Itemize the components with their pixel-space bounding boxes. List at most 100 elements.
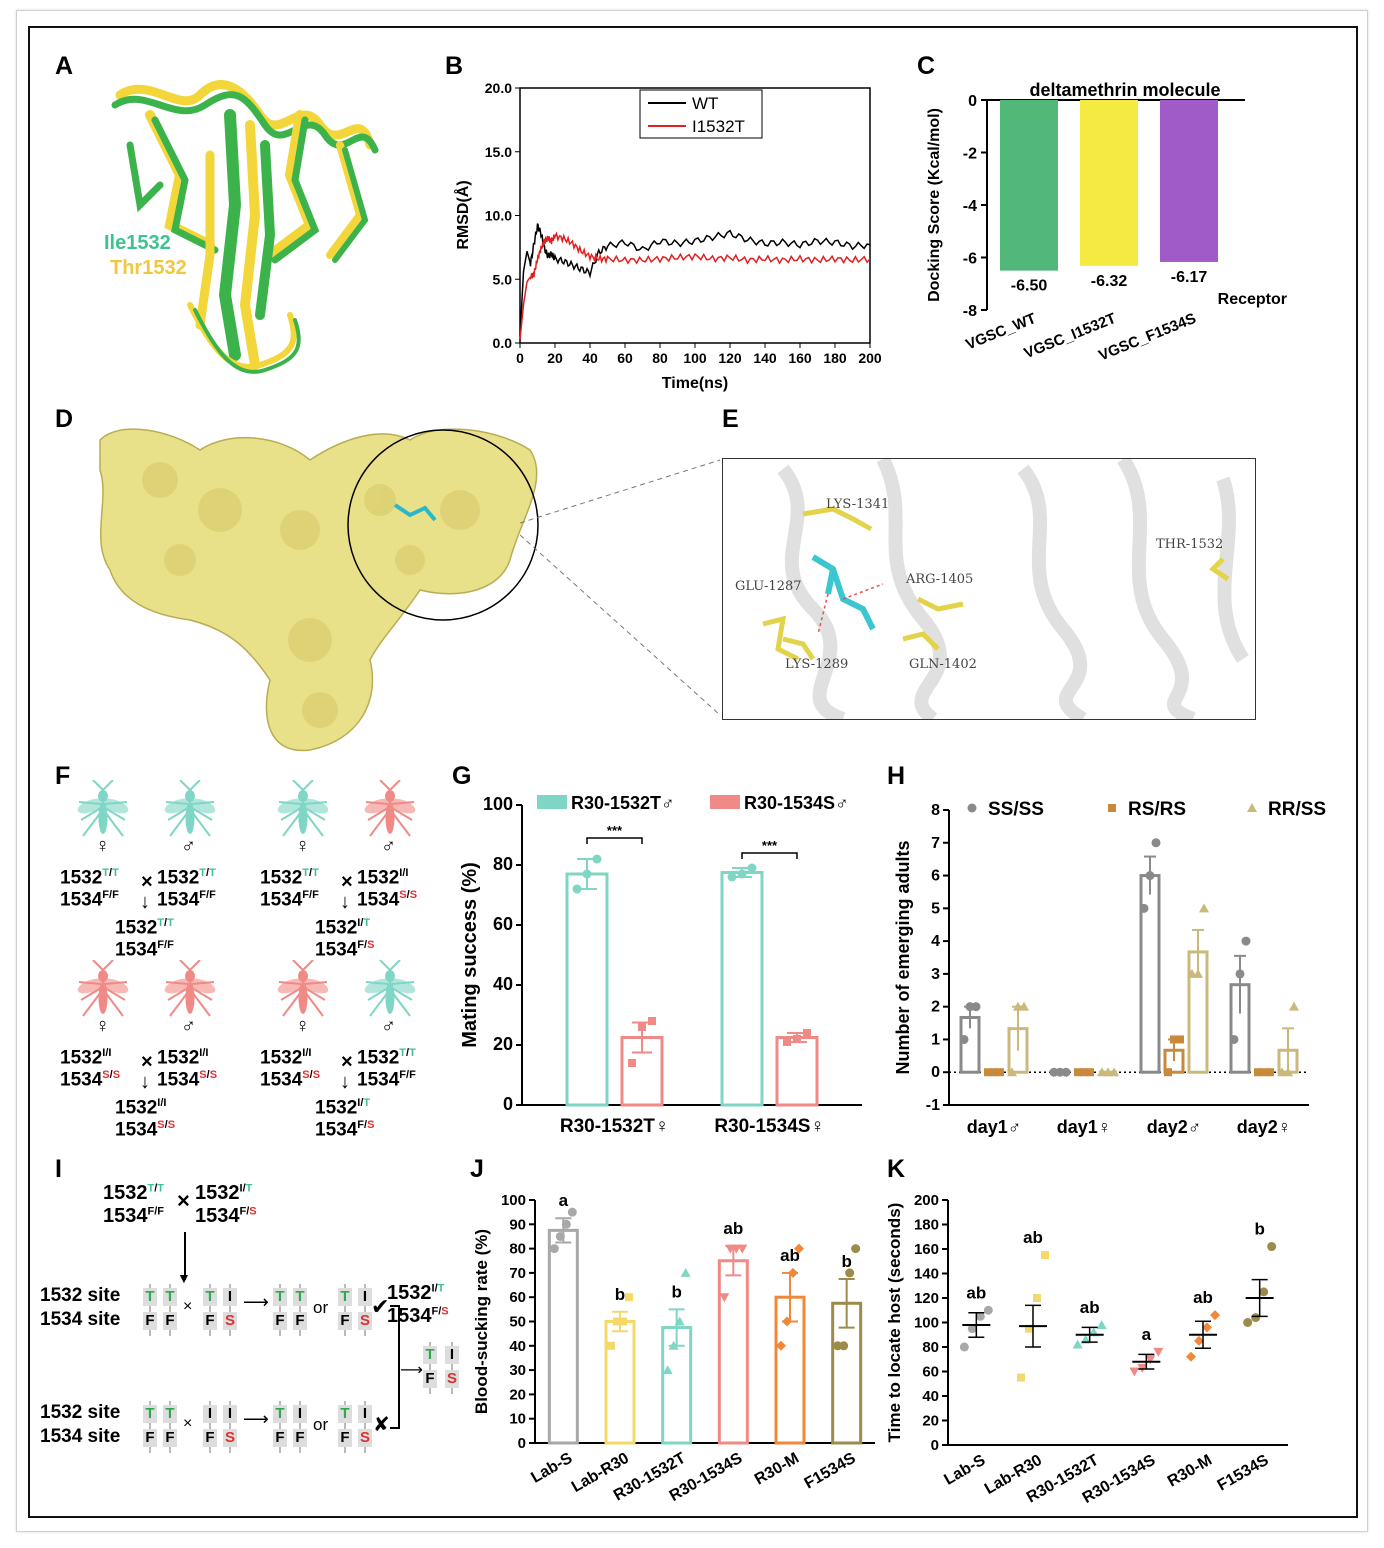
x-tick-label: 80	[652, 350, 668, 366]
data-point	[747, 863, 757, 873]
cross-mark-icon: ✘	[373, 1414, 390, 1436]
bar-vgsc_f1534s	[1160, 100, 1218, 262]
data-point	[628, 1059, 636, 1067]
male-genotype-1532: 1532T/T	[157, 867, 216, 889]
panel-e-zoom-box: LYS-1341 GLU-1287 ARG-1405 LYS-1289 GLN-…	[722, 458, 1256, 720]
bar-value-label: -6.32	[1091, 273, 1128, 290]
female-mosquito	[77, 780, 129, 837]
y-tick-label: 80	[493, 854, 513, 874]
cross-symbol: ×	[141, 871, 153, 893]
data-point	[625, 1293, 633, 1302]
data-point	[1041, 1251, 1049, 1260]
y-tick-label: 100	[914, 1315, 939, 1332]
allele-1532: I	[223, 1405, 237, 1423]
data-point	[1199, 903, 1209, 913]
arrow-right-icon: ⟶	[243, 1292, 269, 1312]
y-tick-label: 50	[509, 1314, 526, 1331]
y-tick-label: 10	[509, 1411, 526, 1428]
y-tick-label: 15.0	[485, 144, 512, 160]
significance-letter: ab	[1080, 1298, 1100, 1317]
x-tick-label: 100	[683, 350, 707, 366]
bar	[604, 1320, 636, 1445]
data-point	[782, 1316, 792, 1327]
male-mosquito	[164, 960, 216, 1017]
data-point	[680, 1267, 691, 1277]
male-mosquito	[164, 780, 216, 837]
category-label: R30-M	[1165, 1452, 1215, 1491]
offspring-genotype-1532: 1532I/T	[315, 1097, 371, 1119]
data-point	[1266, 1068, 1274, 1077]
male-genotype-1534: 1534S/S	[157, 1069, 218, 1091]
male-mosquito	[364, 960, 416, 1017]
significance-letter: b	[1254, 1220, 1264, 1239]
y-tick-label: 180	[914, 1217, 939, 1234]
data-point	[737, 869, 747, 879]
allele-1532: T	[423, 1346, 437, 1364]
y-tick-label: -6	[963, 251, 977, 268]
significance-letter: a	[1142, 1325, 1152, 1344]
data-point	[996, 1068, 1004, 1077]
data-point	[1170, 1035, 1178, 1044]
data-point	[1153, 1347, 1164, 1357]
legend-marker	[1108, 804, 1116, 812]
x-tick-label: 200	[858, 350, 882, 366]
panel-letter-i: I	[55, 1155, 62, 1183]
data-point	[561, 1219, 571, 1229]
y-tick-label: 0	[931, 1064, 940, 1081]
data-point	[783, 1038, 791, 1046]
female-genotype-1534: 1534F/F	[60, 889, 119, 911]
y-tick-label: 2	[931, 999, 940, 1016]
legend-label: SS/SS	[988, 799, 1044, 820]
data-point	[619, 1317, 627, 1326]
site-1532-label-2: 1532 site	[40, 1402, 121, 1423]
cross-1: ♀ ♂ 1532T/T 1534F/F × 1532T/T 1534F/F ↓ 1532T/T 1…	[55, 775, 250, 960]
data-point	[984, 1068, 992, 1077]
chromosome-bar	[299, 1284, 301, 1336]
data-point	[1289, 1001, 1299, 1011]
significance-letter: b	[671, 1282, 681, 1301]
y-axis-label: Time to locate host (seconds)	[885, 1203, 904, 1443]
female-genotype-1534: 1534S/S	[260, 1069, 321, 1091]
category-label: F1534S	[802, 1450, 859, 1493]
data-point	[1109, 1067, 1119, 1077]
data-point	[1202, 1322, 1212, 1333]
male-genotype-1532: 1532I/I	[357, 867, 409, 889]
category-label: day2♂	[1147, 1117, 1202, 1137]
category-label: R30-1534S♀	[714, 1116, 824, 1137]
significance-letter: ab	[1023, 1228, 1043, 1247]
or-label: or	[313, 1415, 329, 1434]
female-mosquito	[277, 960, 329, 1017]
allele-1534: F	[203, 1429, 217, 1447]
panel-i-genotype-schema: 1532T/T 1534F/F × 1532I/T 1534F/S ▼ 1532 site 1…	[35, 1170, 475, 1470]
data-point	[1061, 1067, 1071, 1077]
parent-genotype-right: 1532I/T 1534F/S	[195, 1182, 257, 1227]
male-genotype-1532: 1532T/T	[357, 1047, 416, 1069]
arrow-down-icon: ▼	[177, 1270, 191, 1286]
data-point	[1007, 1067, 1017, 1077]
bar-value-label: -6.50	[1011, 278, 1048, 295]
male-symbol: ♂	[181, 1015, 196, 1037]
data-point	[1072, 1339, 1083, 1349]
male-genotype-1534: 1534S/S	[357, 889, 418, 911]
data-point	[1164, 1068, 1172, 1077]
residue-thr1532: THR-1532	[1156, 537, 1224, 552]
cross-symbol: ×	[141, 1051, 153, 1073]
y-tick-label: 120	[914, 1290, 939, 1307]
allele-1534: S	[358, 1312, 372, 1330]
site-1534-label-2: 1534 site	[40, 1426, 121, 1447]
hbond-lines	[817, 583, 884, 635]
data-point	[1210, 1310, 1220, 1321]
offspring-genotype-1534: 1534S/S	[115, 1119, 176, 1141]
data-point	[719, 1293, 730, 1303]
significance-label: ***	[607, 823, 623, 838]
arrow-line	[184, 1232, 186, 1280]
data-point	[1260, 1068, 1268, 1077]
y-tick-label: 8	[931, 802, 940, 819]
cross-4: ♀ ♂ 1532I/I 1534S/S × 1532T/T 1534F/F ↓ 1532I/T 1…	[255, 955, 450, 1140]
series-lines	[519, 223, 871, 340]
figure-border	[28, 26, 1358, 1518]
chromosome-bar	[344, 1284, 346, 1336]
significance-bracket	[586, 837, 643, 844]
chromosome-bar	[429, 1342, 431, 1394]
